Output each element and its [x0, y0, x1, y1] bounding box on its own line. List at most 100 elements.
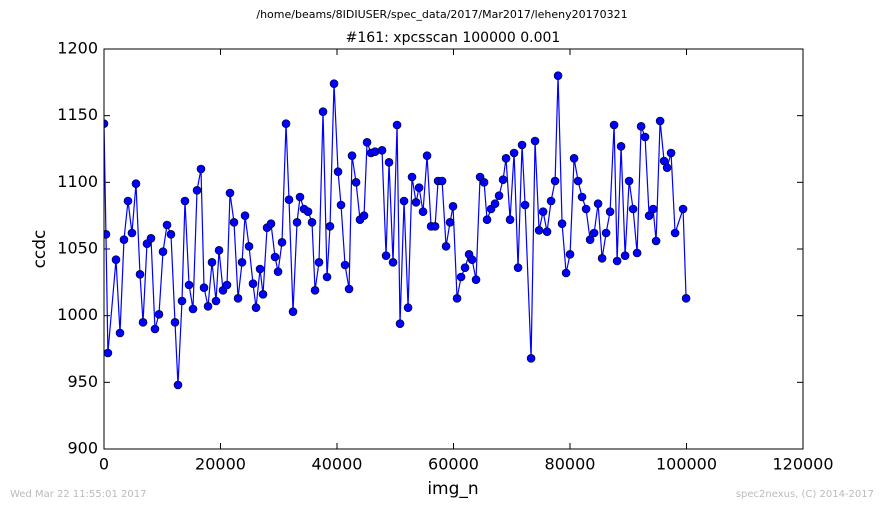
data-point	[310, 286, 320, 295]
data-point	[251, 303, 261, 312]
data-point	[651, 236, 661, 246]
data-point	[138, 318, 148, 327]
x-axis-label: img_n	[427, 479, 478, 499]
data-point	[222, 280, 232, 290]
data-point	[277, 238, 287, 247]
data-point	[632, 248, 642, 258]
data-point	[362, 138, 372, 147]
data-point	[104, 230, 111, 239]
data-point	[612, 256, 622, 266]
data-point	[329, 79, 339, 88]
data-point	[270, 252, 280, 262]
data-point	[281, 119, 291, 128]
data-point	[616, 142, 626, 151]
data-point	[237, 258, 247, 267]
data-point	[135, 270, 145, 279]
data-point	[550, 176, 560, 186]
y-tick-label: 900	[67, 439, 98, 458]
data-point	[146, 234, 156, 243]
data-point	[123, 196, 133, 206]
data-point	[131, 179, 141, 188]
y-tick-label: 1000	[57, 305, 98, 324]
data-point	[115, 328, 125, 338]
chart-title: /home/beams/8IDIUSER/spec_data/2017/Mar2…	[256, 8, 627, 21]
x-tick-label: 0	[99, 455, 109, 474]
y-tick-label: 1200	[57, 39, 98, 58]
data-point	[530, 136, 540, 146]
data-point	[111, 255, 121, 264]
data-point	[636, 122, 646, 131]
y-tick-label: 1100	[57, 172, 98, 191]
data-point	[322, 272, 332, 282]
data-point	[467, 255, 477, 264]
data-point	[359, 211, 369, 220]
data-point	[233, 294, 243, 303]
data-point	[561, 268, 571, 278]
data-point	[407, 172, 417, 182]
data-point	[569, 154, 579, 163]
data-point	[199, 283, 209, 292]
data-point	[244, 242, 254, 251]
data-point	[422, 151, 432, 160]
data-point	[173, 380, 183, 390]
data-point	[678, 204, 688, 214]
data-point	[573, 176, 583, 186]
data-point	[505, 215, 515, 224]
data-point	[303, 207, 313, 216]
y-tick-label: 1150	[57, 105, 98, 124]
data-point	[517, 140, 527, 150]
data-point	[384, 158, 394, 167]
data-point	[388, 258, 398, 267]
data-point	[248, 279, 258, 288]
y-tick-label: 950	[67, 372, 98, 391]
data-point	[520, 200, 530, 210]
footer-date: Wed Mar 22 11:55:01 2017	[10, 489, 146, 500]
data-point	[392, 120, 402, 130]
data-point	[609, 120, 619, 130]
data-point	[471, 275, 481, 284]
data-point	[166, 230, 176, 239]
data-point	[565, 250, 575, 259]
data-point	[307, 218, 317, 227]
data-point	[229, 218, 239, 227]
data-point	[494, 191, 504, 200]
data-point	[104, 348, 113, 358]
data-point	[225, 188, 235, 198]
data-point	[445, 218, 455, 227]
data-point	[333, 167, 343, 176]
data-point	[490, 199, 500, 208]
data-point	[207, 258, 217, 267]
data-point	[577, 192, 587, 202]
data-point	[255, 264, 265, 274]
data-point	[295, 192, 305, 202]
data-point	[180, 196, 190, 206]
data-point	[601, 228, 611, 238]
data-point	[292, 218, 302, 227]
x-tick-label: 40000	[312, 455, 363, 474]
data-point	[585, 235, 595, 244]
data-point	[553, 71, 563, 80]
data-point	[597, 254, 607, 263]
data-point	[513, 263, 523, 272]
data-point	[411, 198, 421, 207]
data-point	[526, 354, 536, 363]
data-point	[203, 302, 213, 311]
data-point	[414, 183, 424, 192]
data-point	[150, 324, 160, 334]
x-tick-label: 60000	[428, 455, 479, 474]
data-point	[192, 186, 202, 195]
data-point	[377, 146, 387, 155]
data-point	[437, 176, 447, 186]
data-point	[624, 176, 634, 186]
data-point	[196, 164, 206, 174]
data-point	[288, 307, 298, 316]
data-point	[648, 204, 658, 214]
data-point	[644, 211, 654, 220]
data-point	[620, 251, 630, 260]
data-point	[655, 116, 665, 126]
data-point	[456, 272, 466, 282]
data-point	[154, 310, 164, 319]
data-point	[479, 178, 489, 187]
data-point	[538, 207, 548, 216]
